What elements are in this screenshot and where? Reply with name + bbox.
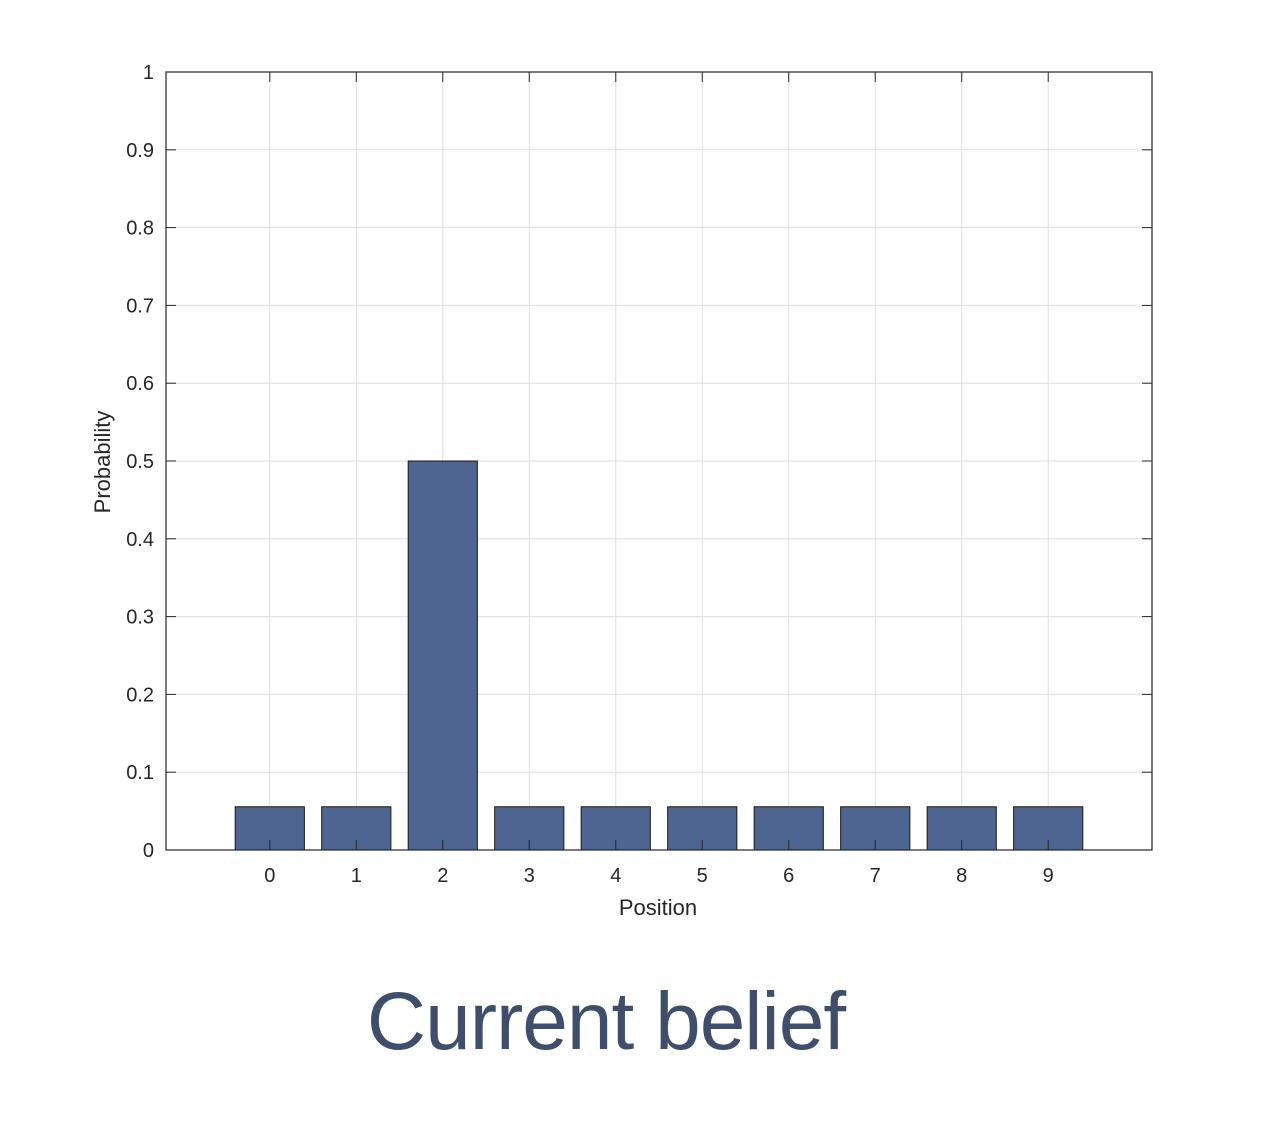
- x-tick-label: 6: [783, 865, 794, 887]
- x-tick-label: 4: [610, 865, 621, 887]
- x-tick-label: 3: [524, 865, 535, 887]
- tick-labels: 0 0.1 0.2 0.3 0.4 0.5 0.6 0.7 0.8 0.9 1 0 1 2 3 4 5 6 7 8 9: [126, 62, 1054, 887]
- y-tick-label: 0.9: [126, 140, 154, 162]
- y-tick-label: 0: [143, 840, 154, 862]
- y-tick-label: 0.5: [126, 451, 154, 473]
- y-tick-label: 1: [143, 62, 154, 84]
- y-tick-label: 0.2: [126, 684, 154, 706]
- chart-caption: Current belief: [366, 976, 846, 1067]
- y-tick-label: 0.7: [126, 295, 154, 317]
- x-tick-label: 0: [264, 865, 275, 887]
- x-tick-label: 1: [351, 865, 362, 887]
- x-tick-label: 5: [697, 865, 708, 887]
- y-tick-label: 0.1: [126, 762, 154, 784]
- x-tick-label: 9: [1043, 865, 1054, 887]
- x-tick-label: 7: [870, 865, 881, 887]
- y-axis-label: Probability: [90, 411, 115, 514]
- bars: [234, 460, 1084, 851]
- y-tick-label: 0.8: [126, 218, 154, 240]
- x-tick-label: 8: [956, 865, 967, 887]
- y-tick-label: 0.4: [126, 529, 154, 551]
- x-tick-label: 2: [437, 865, 448, 887]
- axes: [165, 71, 1153, 851]
- grid-lines: [166, 72, 1152, 850]
- y-tick-label: 0.3: [126, 607, 154, 629]
- bar-position-2: [407, 460, 478, 851]
- x-axis-label: Position: [619, 895, 697, 920]
- plot-frame: [165, 71, 1153, 851]
- y-tick-label: 0.6: [126, 373, 154, 395]
